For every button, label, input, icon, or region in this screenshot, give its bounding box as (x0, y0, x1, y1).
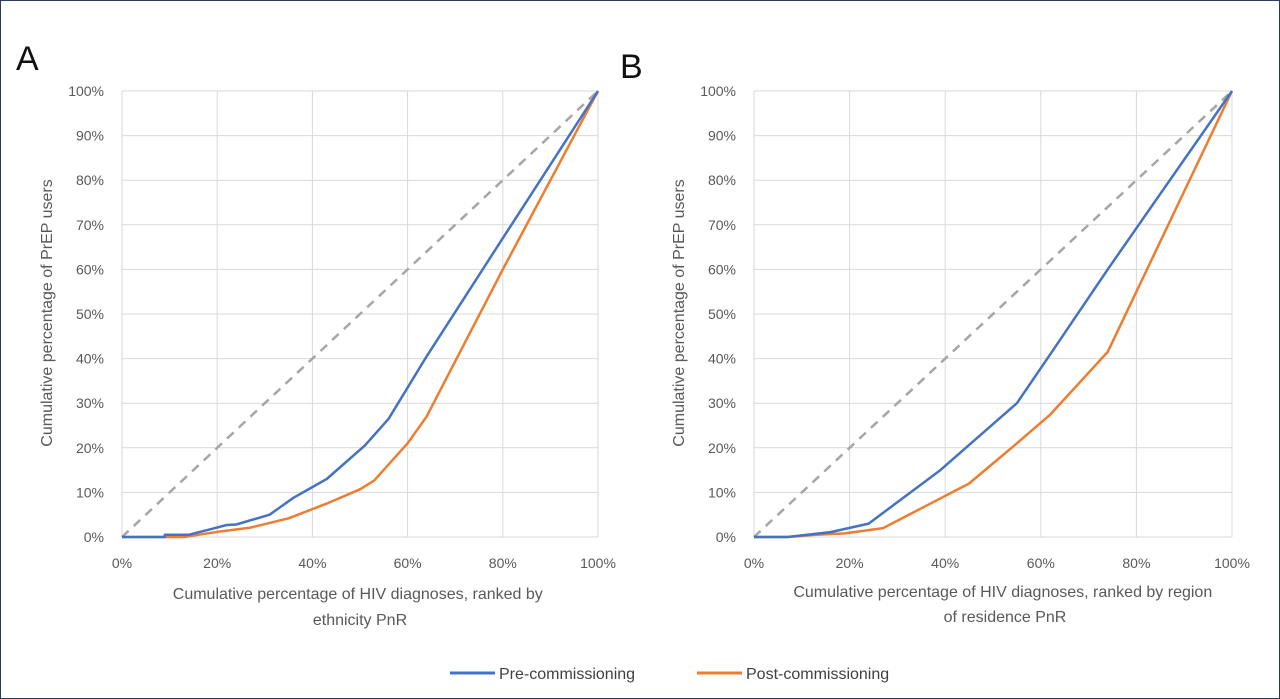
x-axis-title-a-line-1: Cumulative percentage of HIV diagnoses, … (173, 586, 543, 603)
y-tick-label-b: 80% (708, 172, 736, 188)
x-tick-label-b: 60% (1027, 555, 1055, 571)
x-axis-title-a-line-2: ethnicity PnR (313, 612, 407, 629)
chart-panel-b: B 0% 10% 20% 30% 40% 50% 60% 70% 80% 90% 100% 0% 20… (620, 48, 1250, 626)
y-tick-label-b: 90% (708, 128, 736, 144)
legend-label-post-commissioning: Post-commissioning (746, 666, 889, 683)
x-tick-label-b: 100% (1214, 555, 1250, 571)
series-lines-a (122, 90, 600, 539)
y-tick-label-b: 10% (708, 484, 736, 500)
x-tick-label-b: 20% (836, 555, 864, 571)
y-tick-label-b: 20% (708, 440, 736, 456)
panel-label-b: B (620, 48, 643, 86)
series-line-pre-commissioning (754, 90, 1234, 539)
y-tick-label-a: 50% (76, 306, 104, 322)
equality-reference-line (753, 90, 1233, 538)
y-tick-labels-a: 0% 10% 20% 30% 40% 50% 60% 70% 80% 90% 100% (68, 83, 104, 545)
y-tick-label-b: 60% (708, 261, 736, 277)
y-tick-label-a: 10% (76, 484, 104, 500)
x-axis-title-b-line-2: of residence PnR (944, 609, 1067, 626)
series-line-post-commissioning (122, 90, 600, 539)
y-tick-label-b: 50% (708, 306, 736, 322)
legend-label-pre-commissioning: Pre-commissioning (499, 666, 635, 683)
reference-line-a (121, 90, 599, 538)
y-axis-title-a: Cumulative percentage of PrEP users (39, 179, 56, 446)
x-tick-label-b: 0% (744, 555, 764, 571)
x-tick-labels-a: 0% 20% 40% 60% 80% 100% (112, 555, 616, 571)
legend: Pre-commissioning Post-commissioning (450, 666, 889, 683)
x-axis-title-a: Cumulative percentage of HIV diagnoses, … (173, 586, 547, 629)
grid-a (121, 90, 599, 538)
y-tick-label-b: 0% (716, 529, 736, 545)
y-tick-label-a: 100% (68, 83, 104, 99)
x-axis-title-b: Cumulative percentage of HIV diagnoses, … (793, 584, 1216, 626)
y-tick-label-a: 0% (84, 529, 104, 545)
reference-line-b (753, 90, 1233, 538)
x-tick-label-b: 40% (931, 555, 959, 571)
y-axis-title-b: Cumulative percentage of PrEP users (671, 179, 688, 446)
y-tick-label-b: 40% (708, 351, 736, 367)
y-tick-label-a: 60% (76, 261, 104, 277)
y-tick-label-b: 30% (708, 395, 736, 411)
y-tick-label-a: 20% (76, 440, 104, 456)
y-tick-label-a: 90% (76, 128, 104, 144)
panel-label-a: A (16, 40, 39, 78)
x-tick-label-a: 60% (394, 555, 422, 571)
x-tick-label-a: 40% (298, 555, 326, 571)
series-line-pre-commissioning (122, 90, 600, 539)
x-tick-labels-b: 0% 20% 40% 60% 80% 100% (744, 555, 1250, 571)
y-tick-label-a: 70% (76, 217, 104, 233)
x-axis-title-b-line-1: Cumulative percentage of HIV diagnoses, … (793, 584, 1212, 601)
x-tick-label-a: 0% (112, 555, 132, 571)
y-tick-label-b: 100% (700, 83, 736, 99)
y-tick-label-a: 80% (76, 172, 104, 188)
y-tick-labels-b: 0% 10% 20% 30% 40% 50% 60% 70% 80% 90% 100% (700, 83, 736, 545)
y-tick-label-a: 30% (76, 395, 104, 411)
equality-reference-line (121, 90, 599, 538)
x-tick-label-a: 80% (489, 555, 517, 571)
series-lines-b (754, 90, 1234, 539)
chart-panel-a: A 0% 10% 20% 30% 40% 50% 60% 70% 80% 90% 100% 0% 20… (16, 40, 616, 629)
y-tick-label-b: 70% (708, 217, 736, 233)
x-tick-label-a: 100% (580, 555, 616, 571)
x-tick-label-b: 80% (1122, 555, 1150, 571)
x-tick-label-a: 20% (203, 555, 231, 571)
y-tick-label-a: 40% (76, 351, 104, 367)
